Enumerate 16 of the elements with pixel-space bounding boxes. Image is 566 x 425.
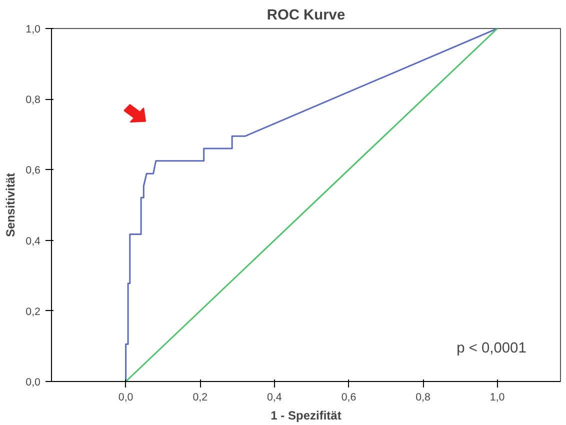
y-tick-label: 0,6: [26, 164, 41, 177]
chart-title: ROC Kurve: [266, 8, 346, 24]
y-tick-label: 0,8: [26, 94, 41, 106]
y-tick-label: 0,4: [26, 235, 41, 248]
y-tick-label: 0,2: [26, 306, 41, 318]
y-tick-label: 1,0: [26, 24, 41, 36]
y-tick-label: 0,0: [26, 376, 41, 388]
x-tick-label: 0,8: [416, 392, 431, 404]
x-axis-title: 1 - Spezifität: [270, 408, 342, 422]
x-tick-label: 0,0: [118, 392, 134, 404]
x-tick-label: 0,4: [267, 392, 282, 404]
y-axis-title: Sensitivität: [4, 172, 18, 238]
x-tick-label: 1,0: [490, 392, 505, 404]
x-tick-label: 0,2: [192, 392, 208, 404]
annotation: p < 0,0001: [456, 340, 526, 356]
x-tick-label: 0,6: [341, 392, 356, 404]
